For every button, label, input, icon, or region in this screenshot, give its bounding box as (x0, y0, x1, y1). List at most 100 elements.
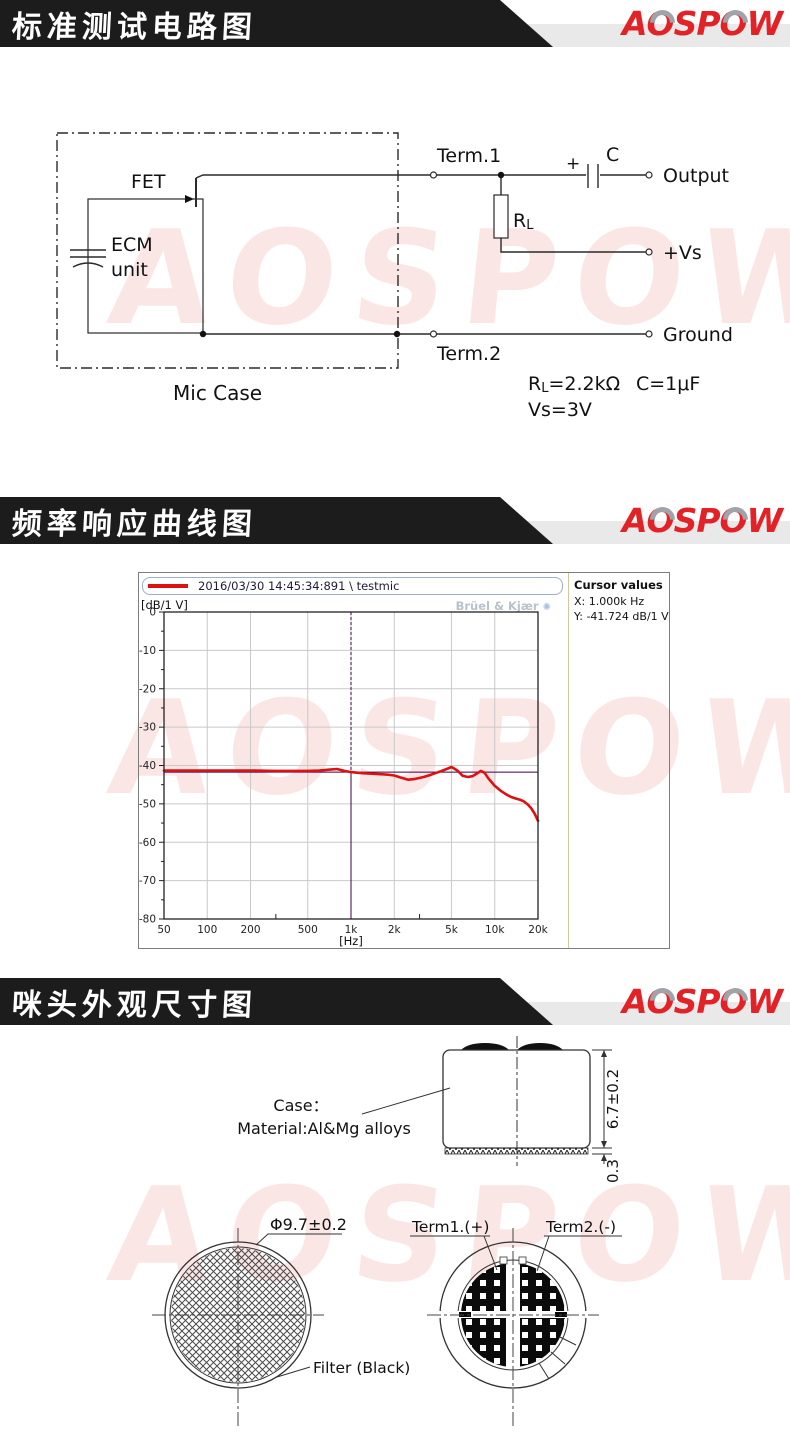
x-tick-label: 50 (157, 924, 170, 936)
vs-label: +Vs (663, 242, 702, 264)
section-title: 咪头外观尺寸图 (10, 987, 258, 1023)
header-banner: 频率响应曲线图 (0, 497, 553, 544)
mic-side-view: 6.7±0.2 0.3 Case： Material:Al&Mg alloys (237, 1036, 622, 1183)
response-curve (162, 765, 540, 823)
logo-letter: W (746, 4, 783, 43)
logo-letter-o: O (719, 982, 748, 1021)
x-tick-label: 1k (345, 924, 359, 936)
ground-label: Ground (663, 324, 733, 346)
legend-text: 2016/03/30 14:45:34:891 \ testmic (198, 579, 400, 593)
y-tick-label: -70 (139, 875, 156, 887)
output-terminal (645, 171, 653, 179)
capacitor-polarity: + (566, 154, 580, 174)
mic-case-outline (56, 132, 399, 369)
crosshair-lines (152, 1228, 324, 1428)
term1-pad-label: Term1.(+) (411, 1218, 489, 1236)
diameter-leader-line (255, 1233, 342, 1246)
aospow-logo: AOSPOW (621, 982, 783, 1021)
crosshair-lines (427, 1228, 599, 1428)
mic-terminal-view: Term1.(+) Term2.(-) (410, 1218, 622, 1428)
cursor-y-value: Y: -41.724 dB/1 V (574, 610, 669, 623)
x-tick-label: 100 (197, 924, 217, 936)
ecm-label-line1: ECM (111, 234, 153, 256)
c-value: C=1μF (636, 373, 700, 395)
filter-leader-line (276, 1366, 311, 1378)
term2-terminal (429, 330, 438, 338)
term1-leader-line (410, 1235, 498, 1271)
logo-letter-o: O (719, 501, 748, 540)
height-dimension: 6.7±0.2 (604, 1069, 622, 1129)
y-axis-unit: [dB/1 V] (141, 598, 188, 612)
junction-dot (393, 330, 401, 338)
ecm-capsule-symbol (70, 249, 106, 268)
frequency-response-chart: 2016/03/30 14:45:34:891 \ testmic [dB/1 … (138, 572, 670, 949)
y-tick-label: -30 (139, 722, 156, 734)
logo-letter: A (621, 4, 648, 43)
logo-letter: A (621, 982, 648, 1021)
aospow-logo: AOSPOW (622, 501, 783, 540)
rim-spokes (538, 1336, 577, 1380)
strip-dimension: 0.3 (604, 1159, 622, 1183)
vs-terminal (645, 248, 653, 256)
rim-notch (518, 1256, 527, 1265)
fet-label: FET (131, 171, 166, 193)
bruel-kjaer-icon: ✺ (542, 602, 551, 613)
rl-value: RL=2.2kΩ (528, 373, 620, 396)
extension-lines (592, 1049, 612, 1155)
cursor-values-panel: Cursor values X: 1.000k Hz Y: -41.724 dB… (568, 573, 669, 948)
term1-wire (195, 174, 586, 179)
y-tick-label: -20 (139, 683, 156, 695)
vs-wire (500, 175, 646, 253)
term2-leader-line (536, 1235, 622, 1272)
y-tick-label: -10 (139, 645, 156, 657)
header-banner: 咪头外观尺寸图 (0, 978, 553, 1025)
x-tick-label: 200 (241, 924, 261, 936)
mic-front-view: Φ9.7±0.2 Filter (Black) (152, 1215, 410, 1428)
section-header-test-circuit: 标准测试电路图 AOSPOW (0, 0, 790, 47)
capacitor-symbol (587, 164, 599, 188)
rim-notch (499, 1256, 508, 1265)
logo-letter-o: O (646, 4, 675, 43)
y-tick-label: -50 (139, 798, 156, 810)
vs-value: Vs=3V (528, 399, 592, 421)
diameter-dimension: Φ9.7±0.2 (270, 1215, 347, 1234)
junction-dot (199, 330, 207, 338)
logo-letter: W (746, 982, 783, 1021)
x-tick-label: 20k (528, 924, 548, 936)
junction-dot (497, 171, 505, 179)
x-tick-label: 2k (388, 924, 402, 936)
cursor-values-title: Cursor values (574, 578, 663, 592)
logo-letters: SP (673, 4, 721, 43)
aospow-logo: AOSPOW (621, 4, 783, 43)
solder-pad-bump (517, 1043, 563, 1050)
x-tick-label: 5k (445, 924, 459, 936)
x-tick-label: 500 (298, 924, 318, 936)
filter-label: Filter (Black) (313, 1359, 410, 1377)
capacitor-label: C (606, 144, 619, 166)
y-tick-label: -60 (139, 837, 156, 849)
legend-line-swatch (148, 584, 188, 588)
y-tick-label: -80 (139, 914, 156, 926)
plot-border (163, 611, 539, 920)
output-label: Output (663, 165, 729, 187)
section-title: 频率响应曲线图 (10, 506, 258, 542)
bruel-kjaer-watermark: Brüel & Kjær ✺ (455, 599, 551, 613)
cursor-x-value: X: 1.000k Hz (574, 595, 645, 608)
logo-letter: W (746, 501, 783, 540)
y-tick-label: 0 (149, 607, 156, 619)
logo-letter-o: O (646, 501, 675, 540)
solder-pad-bump (461, 1043, 509, 1050)
resistor-rl-label: RL (513, 210, 534, 233)
ecm-unit-box (87, 198, 204, 334)
frequency-response-plot: [Hz] 50 100 200 500 1k 2k 5k 10k 20k 0 -10 -20 -30 -4… (139, 607, 549, 949)
y-tick-label: -40 (139, 760, 156, 772)
resistor-rl-symbol (493, 194, 509, 239)
x-tick-label: 10k (485, 924, 505, 936)
chart-legend: 2016/03/30 14:45:34:891 \ testmic (142, 577, 563, 595)
logo-letters: SP (673, 982, 721, 1021)
term2-label: Term.2 (436, 343, 501, 365)
mic-case-label: Mic Case (173, 381, 262, 405)
term1-label: Term.1 (436, 145, 501, 167)
section-title: 标准测试电路图 (10, 9, 258, 45)
logo-letter-o: O (719, 4, 748, 43)
